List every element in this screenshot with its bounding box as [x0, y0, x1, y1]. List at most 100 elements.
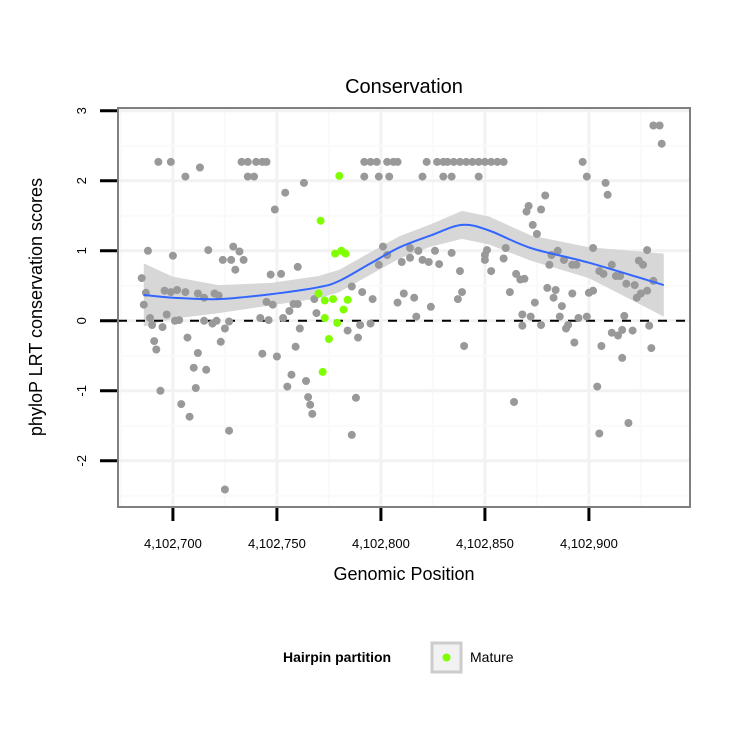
other-point — [555, 312, 564, 321]
other-point — [393, 298, 402, 307]
other-point — [368, 295, 377, 304]
other-point — [593, 382, 602, 391]
other-point — [562, 324, 571, 333]
legend-title: Hairpin partition — [283, 649, 391, 665]
other-point — [468, 157, 477, 166]
other-point — [528, 220, 537, 229]
other-point — [393, 157, 402, 166]
other-point — [424, 258, 433, 266]
y-tick-label: 3 — [74, 107, 89, 114]
mature-point — [339, 305, 348, 314]
other-point — [443, 157, 452, 166]
other-point — [505, 288, 514, 297]
other-point — [537, 321, 546, 329]
other-point — [572, 260, 581, 269]
other-point — [220, 324, 229, 333]
other-point — [204, 246, 213, 255]
other-point — [622, 279, 631, 288]
other-point — [189, 363, 198, 372]
other-point — [597, 342, 606, 350]
other-point — [453, 295, 462, 304]
mature-point — [343, 295, 352, 304]
other-point — [225, 317, 234, 326]
mature-point — [341, 249, 350, 258]
x-tick-label: 4,102,800 — [352, 536, 410, 551]
other-point — [347, 430, 356, 439]
other-point — [283, 382, 292, 391]
other-point — [632, 293, 641, 302]
other-point — [193, 289, 202, 298]
other-point — [156, 386, 165, 395]
other-point — [272, 352, 281, 361]
legend-entry-mature: Mature — [470, 649, 514, 665]
other-point — [474, 172, 483, 181]
other-point — [218, 255, 227, 264]
other-point — [200, 316, 209, 325]
other-point — [645, 321, 654, 330]
other-point — [366, 157, 375, 166]
other-point — [202, 365, 211, 374]
other-point — [447, 172, 456, 181]
other-point — [229, 242, 238, 251]
other-point — [347, 282, 356, 291]
other-point — [616, 272, 625, 280]
other-point — [574, 314, 583, 322]
other-point — [406, 253, 415, 262]
other-point — [166, 157, 175, 166]
other-point — [360, 157, 369, 166]
other-point — [487, 267, 496, 276]
other-point — [607, 328, 616, 337]
other-point — [541, 191, 550, 200]
other-point — [582, 172, 591, 181]
other-point — [146, 314, 155, 322]
other-point — [439, 172, 448, 181]
other-point — [520, 274, 529, 283]
other-point — [358, 288, 367, 297]
other-point — [422, 157, 431, 166]
other-point — [568, 289, 577, 298]
other-point — [360, 172, 369, 181]
other-point — [266, 270, 275, 279]
other-point — [655, 121, 664, 130]
other-point — [545, 260, 554, 269]
legend: Hairpin partition Mature — [283, 641, 514, 674]
other-point — [154, 157, 163, 166]
data-points — [137, 121, 666, 494]
other-point — [435, 260, 444, 269]
other-point — [638, 260, 647, 269]
other-point — [537, 205, 546, 214]
other-point — [312, 309, 321, 318]
other-point — [582, 312, 591, 321]
other-point — [162, 310, 171, 319]
other-point — [250, 172, 259, 181]
other-point — [480, 157, 489, 166]
other-point — [493, 157, 502, 166]
other-point — [372, 157, 381, 166]
other-point — [624, 419, 633, 427]
other-point — [285, 307, 294, 315]
y-tick-label: 1 — [74, 247, 89, 254]
other-point — [279, 314, 288, 322]
mature-point — [320, 296, 329, 305]
other-point — [628, 326, 637, 335]
other-point — [589, 286, 598, 295]
mature-point — [316, 216, 325, 225]
other-point — [410, 293, 419, 302]
other-point — [183, 333, 192, 342]
other-point — [214, 291, 223, 300]
other-point — [458, 288, 467, 297]
y-tick-label: 0 — [74, 317, 89, 324]
mature-point — [331, 249, 340, 258]
other-point — [532, 230, 541, 238]
y-axis-label: phyloP LRT conservation scores — [26, 178, 46, 436]
other-point — [657, 139, 666, 148]
other-point — [281, 188, 290, 197]
other-point — [518, 321, 527, 330]
other-point — [499, 254, 508, 263]
other-point — [166, 288, 175, 297]
other-point — [306, 400, 315, 409]
other-point — [195, 163, 204, 172]
mature-point — [318, 367, 327, 376]
confidence-band — [143, 210, 664, 327]
other-point — [595, 429, 604, 438]
